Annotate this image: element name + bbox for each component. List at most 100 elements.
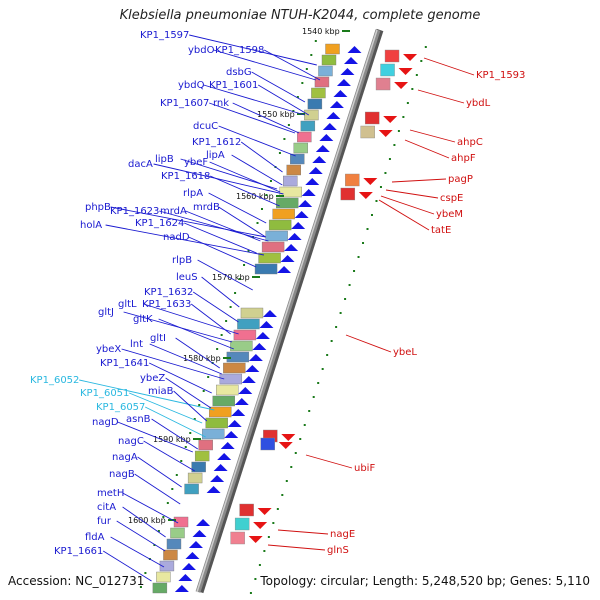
gene-arrow-right xyxy=(281,434,296,441)
gene-arrow-left xyxy=(178,574,193,581)
gene-block-right xyxy=(380,63,395,77)
gene-block-right xyxy=(260,437,275,451)
gene-arrow-left xyxy=(280,255,295,262)
connector-line-right xyxy=(277,529,329,535)
gene-block xyxy=(258,252,281,264)
track-tick xyxy=(184,446,187,448)
gene-arrow-left xyxy=(245,365,260,372)
connector-line-left xyxy=(159,210,269,242)
track-tick xyxy=(175,474,178,476)
gene-block xyxy=(300,120,316,132)
gene-arrow-left xyxy=(234,398,249,405)
gene-block xyxy=(205,417,228,429)
track-tick xyxy=(362,242,365,244)
track-tick xyxy=(299,438,302,440)
gene-arrow-left xyxy=(210,475,225,482)
connector-line-left xyxy=(158,318,234,350)
gene-label-right: tatE xyxy=(431,225,451,236)
gene-arrow-right xyxy=(248,536,263,543)
connector-line-left xyxy=(210,175,280,207)
gene-arrow-left xyxy=(224,431,239,438)
backbone-line xyxy=(195,29,381,593)
connector-line-left xyxy=(203,84,305,116)
track-tick xyxy=(139,586,142,588)
track-tick xyxy=(388,158,391,160)
gene-arrow-left xyxy=(213,464,228,471)
gene-block xyxy=(314,76,330,88)
gene-label-right: ybeM xyxy=(436,209,463,220)
track-tick xyxy=(290,466,293,468)
gene-block xyxy=(202,428,225,440)
gene-label-left: KP1_1612 xyxy=(192,137,241,148)
connector-line-left xyxy=(201,276,240,308)
gene-label-left: lipB xyxy=(155,154,174,165)
gene-block-right xyxy=(340,187,356,201)
gene-label-left: gltJ xyxy=(98,307,114,318)
gene-block xyxy=(163,549,178,561)
connector-line-right xyxy=(267,544,326,551)
track-tick xyxy=(162,516,165,518)
track-tick xyxy=(238,278,241,280)
track-tick xyxy=(384,172,387,174)
gene-block xyxy=(240,307,264,319)
track-tick xyxy=(265,194,268,196)
connector-line-left xyxy=(213,49,317,81)
track-tick xyxy=(234,292,237,294)
track-tick xyxy=(269,180,272,182)
connector-line-left xyxy=(251,71,306,103)
track-tick xyxy=(254,578,257,580)
connector-line-left xyxy=(105,224,265,256)
backbone-highlight xyxy=(196,29,378,593)
track-tick xyxy=(296,96,299,98)
track-tick xyxy=(314,40,317,42)
gene-label-left: KP1_1661 xyxy=(54,546,103,557)
gene-arrow-right xyxy=(383,116,398,123)
gene-arrow-right xyxy=(358,192,373,199)
gene-label-left: phpB xyxy=(85,202,111,213)
scale-tick-label: 1590 kbp xyxy=(153,435,191,444)
topology-text: Topology: circular; Length: 5,248,520 bp… xyxy=(260,574,590,588)
gene-block xyxy=(219,373,243,385)
connector-line-right xyxy=(404,139,450,159)
gene-label-right: glnS xyxy=(327,545,349,556)
gene-label-left: KP1_1598 xyxy=(215,45,264,56)
track-tick xyxy=(229,306,232,308)
gene-block-right xyxy=(234,517,250,531)
gene-block xyxy=(212,395,235,407)
track-tick xyxy=(357,256,360,258)
gene-arrow-left xyxy=(291,222,306,229)
gene-label-left: asnB xyxy=(126,414,151,425)
gene-block xyxy=(191,461,206,473)
gene-arrow-left xyxy=(238,387,253,394)
gene-label-left: dcuC xyxy=(193,121,218,132)
gene-block xyxy=(265,230,288,242)
gene-label-left: ybeZ xyxy=(140,373,165,384)
gene-arrow-left xyxy=(252,343,267,350)
track-tick xyxy=(424,46,427,48)
track-tick xyxy=(411,88,414,90)
gene-label-left: dacA xyxy=(128,159,153,170)
feature-layer xyxy=(152,43,418,594)
track-tick xyxy=(310,54,313,56)
track-tick xyxy=(256,222,259,224)
gene-block-right xyxy=(364,111,380,125)
gene-arrow-left xyxy=(312,156,327,163)
connector-line-left xyxy=(209,161,281,193)
gene-arrow-left xyxy=(231,409,246,416)
gene-block xyxy=(156,571,171,583)
gene-block xyxy=(198,439,213,451)
gene-block xyxy=(297,131,312,143)
gene-block xyxy=(275,197,299,209)
track-tick xyxy=(370,214,373,216)
connector-line-left xyxy=(184,222,257,254)
track-tick xyxy=(406,102,409,104)
gene-arrow-right xyxy=(378,130,393,137)
connector-line-left xyxy=(173,390,208,422)
gene-label-left: fldA xyxy=(85,532,105,543)
connector-line-left xyxy=(144,406,206,438)
tick-layer: 1540 kbp 1550 kbp 1560 kbp 1570 kbp 1580 kbp… xyxy=(128,27,427,594)
gene-block xyxy=(233,329,257,341)
gene-block-right xyxy=(375,77,391,91)
connector-line-right xyxy=(423,57,475,76)
gene-label-right: pagP xyxy=(448,174,473,185)
